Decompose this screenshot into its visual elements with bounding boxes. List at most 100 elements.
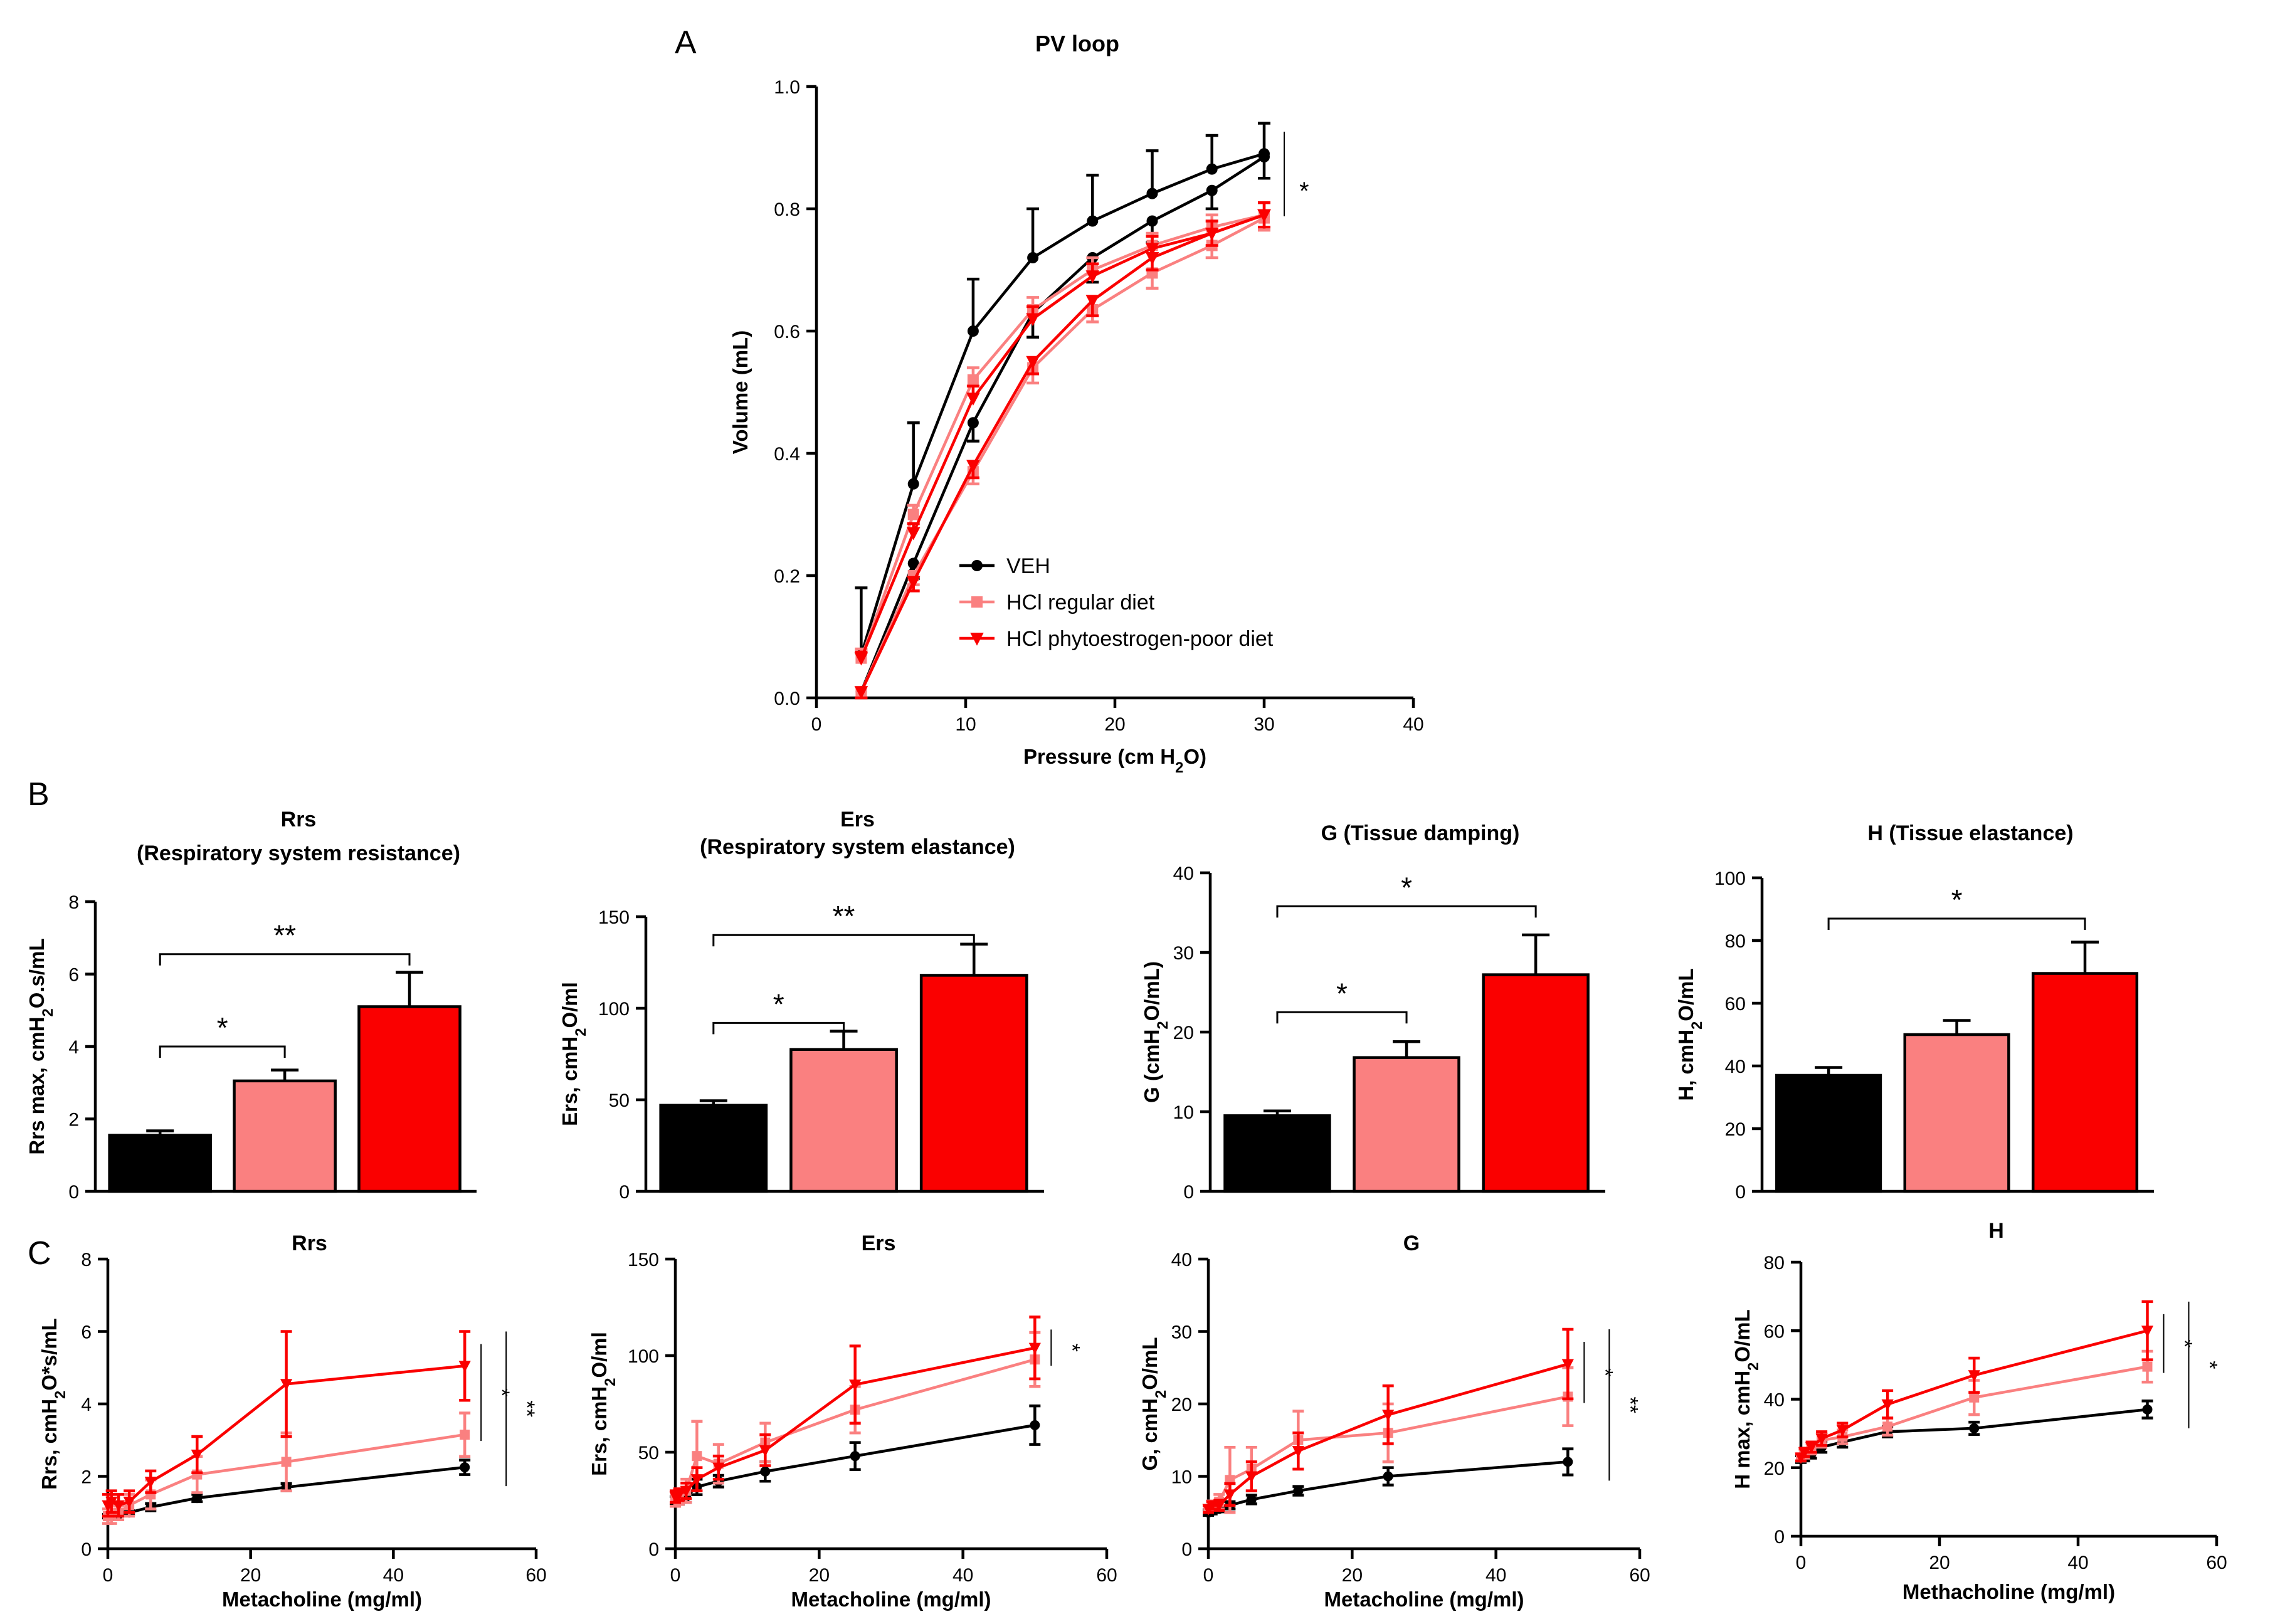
c_ers-point-marker bbox=[712, 1462, 725, 1475]
pv-x-tick-label: 0 bbox=[811, 714, 822, 735]
b_ers-y-tick-label: 50 bbox=[609, 1090, 630, 1111]
c_g-y-tick-label: 30 bbox=[1171, 1322, 1192, 1343]
c_rrs-x-tick-label: 60 bbox=[525, 1565, 546, 1586]
c_h-significance-label: * bbox=[2198, 1361, 2222, 1369]
pv-point-marker bbox=[1085, 295, 1100, 308]
c_rrs-y-tick-label: 4 bbox=[81, 1395, 92, 1415]
pv-point-marker bbox=[906, 576, 921, 589]
b_g-bracket-label: * bbox=[1401, 871, 1412, 904]
c_h-x-tick-label: 60 bbox=[2206, 1553, 2227, 1573]
c_h-title: H bbox=[1988, 1219, 2004, 1243]
c_h-significance-label: * bbox=[2173, 1339, 2197, 1347]
pv-point-marker bbox=[1087, 215, 1099, 227]
c_rrs-x-tick-label: 0 bbox=[103, 1565, 113, 1586]
c_rrs-point-marker bbox=[458, 1361, 471, 1373]
c_ers-y-tick-label: 0 bbox=[648, 1539, 659, 1560]
c_g-point-marker bbox=[1563, 1457, 1573, 1467]
pv-y-tick-label: 0.0 bbox=[774, 688, 800, 709]
c_ers-significance-label: * bbox=[1060, 1344, 1084, 1352]
b_g-bracket-label: * bbox=[1336, 977, 1348, 1010]
c_ers-y-tick-label: 100 bbox=[628, 1346, 659, 1367]
c_g-y-tick-label: 40 bbox=[1171, 1250, 1192, 1270]
panel-label-b: B bbox=[28, 776, 50, 813]
pv-series-line-0-0 bbox=[860, 152, 1265, 656]
b_ers-bar bbox=[659, 1104, 768, 1193]
c_g-point-marker bbox=[1246, 1494, 1257, 1505]
b_g-bracket bbox=[1276, 905, 1537, 918]
c_h-y-tick-label: 0 bbox=[1774, 1527, 1785, 1548]
b_ers-bar bbox=[919, 974, 1028, 1193]
c_g-significance-label: * bbox=[1593, 1368, 1617, 1376]
b_g-bracket bbox=[1276, 1011, 1408, 1024]
b_ers-y-tick-label: 100 bbox=[598, 999, 630, 1020]
b_ers-y-tick-label: 0 bbox=[619, 1182, 630, 1203]
pv-y-tick-label: 0.2 bbox=[774, 566, 800, 587]
c_h-point-marker bbox=[1881, 1399, 1894, 1411]
pv-point-marker bbox=[967, 374, 979, 386]
legend-label: HCl phytoestrogen-poor diet bbox=[1006, 627, 1274, 651]
pv-y-tick-label: 0.6 bbox=[774, 322, 800, 342]
pv-point-marker bbox=[1146, 187, 1158, 199]
b_ers-y-label: Ers, cmH2O/ml bbox=[558, 982, 589, 1126]
c_h-y-tick-label: 60 bbox=[1764, 1321, 1785, 1342]
c_ers-x-tick-label: 20 bbox=[809, 1565, 830, 1586]
c_ers-point-marker bbox=[692, 1451, 702, 1462]
b_rrs-bracket bbox=[159, 1045, 286, 1058]
c_ers-point-marker bbox=[760, 1466, 771, 1477]
c_h-point-marker bbox=[1798, 1447, 1811, 1459]
chart-layer: PV loop 0.0 0.2 0.4 0.6 0.8 1.0 Volume (mL) 0 10 2… bbox=[25, 31, 2227, 1611]
c_g-x-tick-label: 60 bbox=[1629, 1565, 1650, 1586]
b_g-y-tick-label: 30 bbox=[1173, 943, 1194, 964]
c_rrs-y-tick-label: 2 bbox=[81, 1467, 92, 1488]
b_h-bar bbox=[2031, 972, 2139, 1193]
c_g-y-label: G, cmH2O/mL bbox=[1138, 1337, 1169, 1470]
b_h-title: H (Tissue elastance) bbox=[1867, 821, 2073, 845]
b_g-y-tick-label: 0 bbox=[1183, 1182, 1194, 1203]
b_ers-bracket bbox=[712, 934, 975, 947]
b_rrs-y-tick-label: 2 bbox=[68, 1110, 79, 1131]
c_rrs-point-marker bbox=[105, 1496, 118, 1509]
pv-series-line-1-0 bbox=[860, 213, 1265, 659]
c_ers-title: Ers bbox=[862, 1231, 896, 1255]
pv-point-marker bbox=[907, 557, 919, 569]
b_rrs-bracket-label: * bbox=[217, 1011, 228, 1044]
c_rrs-point-marker bbox=[112, 1500, 125, 1512]
c_ers-point-marker bbox=[759, 1445, 771, 1457]
b_ers-bracket-label: * bbox=[773, 988, 784, 1020]
b_rrs-bracket-label: ** bbox=[273, 919, 296, 952]
pv-y-label: Volume (mL) bbox=[729, 330, 752, 454]
c_ers-point-marker bbox=[690, 1474, 703, 1486]
b_h-y-tick-label: 80 bbox=[1725, 931, 1746, 952]
pv-series-line-2-0 bbox=[860, 213, 1265, 659]
pv-point-marker bbox=[1146, 215, 1158, 227]
c_h-point-marker bbox=[2142, 1361, 2153, 1372]
c_ers-point-marker bbox=[680, 1485, 692, 1497]
c_g-y-tick-label: 20 bbox=[1171, 1395, 1192, 1415]
c_h-point-marker bbox=[1882, 1421, 1893, 1432]
c_rrs-point-marker bbox=[123, 1496, 135, 1509]
c_ers-x-label: Metacholine (mg/ml) bbox=[791, 1588, 991, 1611]
legend-label: HCl regular diet bbox=[1006, 591, 1155, 614]
b_g-bar bbox=[1482, 973, 1590, 1193]
c_rrs-point-marker bbox=[191, 1449, 203, 1462]
b_g-y-tick-label: 20 bbox=[1173, 1023, 1194, 1043]
c_rrs-x-tick-label: 40 bbox=[383, 1565, 404, 1586]
c_g-point-marker bbox=[1383, 1471, 1393, 1482]
c_ers-y-tick-label: 150 bbox=[628, 1250, 659, 1270]
pv-point-marker bbox=[854, 686, 868, 699]
c_ers-x-tick-label: 40 bbox=[953, 1565, 973, 1586]
c_g-point-marker bbox=[1292, 1446, 1304, 1458]
b_h-y-tick-label: 40 bbox=[1725, 1057, 1746, 1077]
b_g-y-tick-label: 40 bbox=[1173, 863, 1194, 884]
c_h-x-label: Methacholine (mg/ml) bbox=[1902, 1580, 2115, 1603]
b_ers-bar bbox=[789, 1048, 898, 1193]
panel-label-c: C bbox=[28, 1235, 51, 1272]
c_g-x-label: Metacholine (mg/ml) bbox=[1324, 1588, 1524, 1611]
b_g-y-label: G (cmH2O/mL) bbox=[1140, 961, 1171, 1103]
b_h-y-tick-label: 60 bbox=[1725, 994, 1746, 1015]
pv-point-marker bbox=[967, 325, 979, 337]
c_g-x-tick-label: 20 bbox=[1342, 1565, 1363, 1586]
pv-point-marker bbox=[1085, 270, 1100, 283]
c_rrs-point-marker bbox=[192, 1493, 203, 1504]
